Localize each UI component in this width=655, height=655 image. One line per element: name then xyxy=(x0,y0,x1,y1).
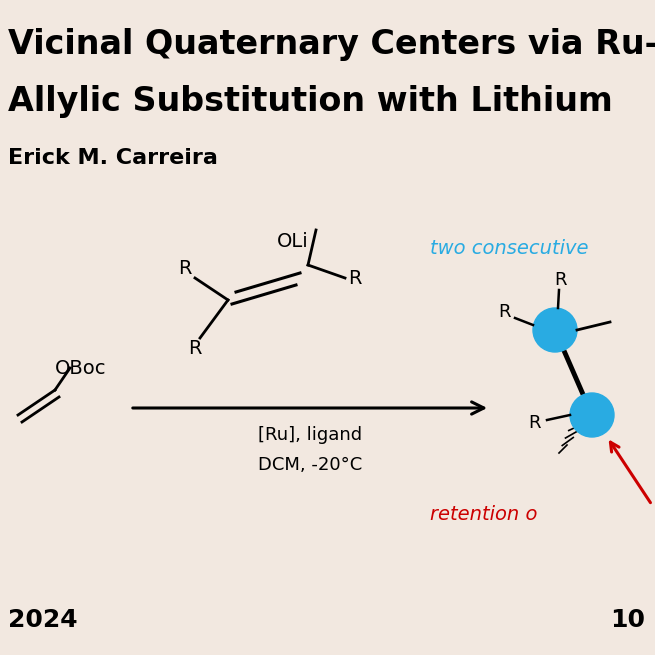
Text: OLi: OLi xyxy=(277,232,309,251)
Text: Allylic Substitution with Lithium: Allylic Substitution with Lithium xyxy=(8,85,612,118)
Text: 2024: 2024 xyxy=(8,608,78,632)
Text: R: R xyxy=(348,269,362,288)
Text: R: R xyxy=(188,339,202,358)
Text: DCM, -20°C: DCM, -20°C xyxy=(258,456,362,474)
Text: 10: 10 xyxy=(610,608,645,632)
Text: two consecutive: two consecutive xyxy=(430,238,588,257)
Text: Vicinal Quaternary Centers via Ru-: Vicinal Quaternary Centers via Ru- xyxy=(8,28,655,61)
Text: [Ru], ligand: [Ru], ligand xyxy=(258,426,362,444)
Text: R: R xyxy=(498,303,512,321)
Text: R: R xyxy=(178,259,192,278)
Text: R: R xyxy=(528,414,540,432)
Circle shape xyxy=(570,393,614,437)
Text: OBoc: OBoc xyxy=(55,358,107,377)
Text: Erick M. Carreira: Erick M. Carreira xyxy=(8,148,218,168)
Text: R: R xyxy=(553,271,567,289)
Circle shape xyxy=(533,308,577,352)
Text: retention o: retention o xyxy=(430,506,537,525)
